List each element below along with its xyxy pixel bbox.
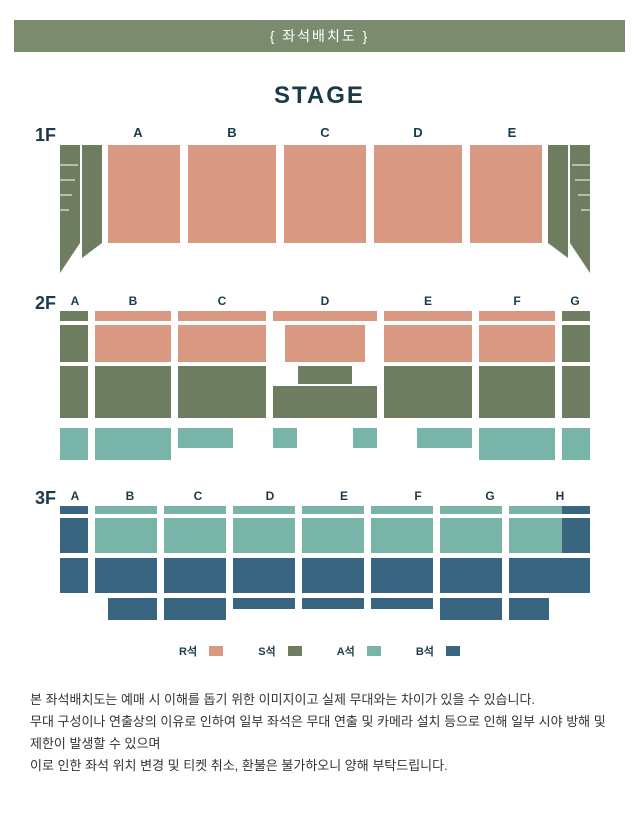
legend-s-swatch <box>288 646 302 656</box>
stage-title: STAGE <box>0 82 639 110</box>
svg-text:B: B <box>129 294 138 308</box>
svg-text:C: C <box>320 125 330 140</box>
floor-3: 3F A B C D E F G H <box>40 488 599 623</box>
floor-2: 2F A B C D E F G <box>40 293 599 468</box>
svg-text:A: A <box>71 489 80 503</box>
svg-text:E: E <box>424 294 432 308</box>
svg-text:C: C <box>194 489 203 503</box>
legend: R석 S석 A석 B석 <box>0 643 639 659</box>
banner: { 좌석배치도 } <box>14 20 625 52</box>
svg-text:G: G <box>485 489 494 503</box>
legend-b: B석 <box>408 643 468 659</box>
svg-text:E: E <box>340 489 348 503</box>
note-1: 본 좌석배치도는 예매 시 이해를 돕기 위한 이미지이고 실제 무대와는 차이… <box>30 689 609 711</box>
legend-r: R석 <box>171 643 231 659</box>
svg-text:H: H <box>556 489 565 503</box>
svg-text:C: C <box>218 294 227 308</box>
svg-text:D: D <box>321 294 330 308</box>
svg-text:A: A <box>71 294 80 308</box>
svg-text:F: F <box>513 294 520 308</box>
legend-s: S석 <box>250 643 309 659</box>
svg-text:B: B <box>227 125 236 140</box>
note-2: 무대 구성이나 연출상의 이유로 인하여 일부 좌석은 무대 연출 및 카메라 … <box>30 711 609 755</box>
floor-3-chart: A B C D E F G H <box>60 488 590 623</box>
note-3: 이로 인한 좌석 위치 변경 및 티켓 취소, 환불은 불가하오니 양해 부탁드… <box>30 755 609 777</box>
svg-text:D: D <box>413 125 422 140</box>
legend-a-swatch <box>367 646 381 656</box>
floor-1: 1F A B C D E <box>40 125 599 273</box>
legend-b-swatch <box>446 646 460 656</box>
notes: 본 좌석배치도는 예매 시 이해를 돕기 위한 이미지이고 실제 무대와는 차이… <box>30 689 609 777</box>
svg-text:D: D <box>266 489 275 503</box>
svg-text:F: F <box>414 489 421 503</box>
floor-1-chart: A B C D E <box>60 125 590 273</box>
legend-r-swatch <box>209 646 223 656</box>
legend-a: A석 <box>329 643 389 659</box>
floor-2-chart: A B C D E F G <box>60 293 590 468</box>
svg-text:B: B <box>126 489 135 503</box>
svg-text:G: G <box>570 294 579 308</box>
svg-text:E: E <box>508 125 517 140</box>
svg-text:A: A <box>133 125 143 140</box>
